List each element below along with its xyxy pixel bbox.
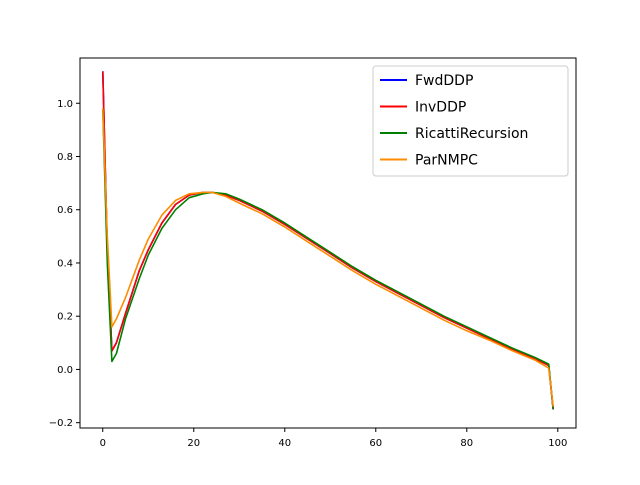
y-tick-label: −0.2 <box>49 418 73 429</box>
x-tick-label: 0 <box>100 438 106 449</box>
x-tick-label: 80 <box>460 438 473 449</box>
series-layer <box>102 71 554 410</box>
legend-label: ParNMPC <box>415 153 478 169</box>
legend-box <box>372 65 569 177</box>
legend-label: InvDDP <box>415 100 466 116</box>
x-axis: 0 20 40 60 80 100 <box>100 428 567 449</box>
x-tick-label: 20 <box>187 438 200 449</box>
axes-frame <box>79 57 577 429</box>
series-line-invddp <box>102 71 554 410</box>
x-tick-label: 40 <box>278 438 291 449</box>
y-tick-label: 0.8 <box>57 152 73 163</box>
legend: FwdDDP InvDDP RicattiRecursion ParNMPC <box>372 65 569 177</box>
y-tick-label: 0.2 <box>57 312 73 323</box>
y-axis: −0.2 0.0 0.2 0.4 0.6 0.8 1.0 <box>49 99 80 429</box>
y-tick-label: 1.0 <box>57 99 73 110</box>
y-tick-label: 0.6 <box>57 205 73 216</box>
y-tick-label: 0.0 <box>57 365 73 376</box>
series-line-ricattirecursion <box>102 108 554 410</box>
y-tick-label: 0.4 <box>57 258 73 269</box>
series-line-parnmpc <box>102 108 554 407</box>
x-tick-label: 60 <box>369 438 382 449</box>
x-tick-label: 100 <box>548 438 567 449</box>
legend-label: RicattiRecursion <box>415 126 528 142</box>
legend-label: FwdDDP <box>415 73 473 89</box>
